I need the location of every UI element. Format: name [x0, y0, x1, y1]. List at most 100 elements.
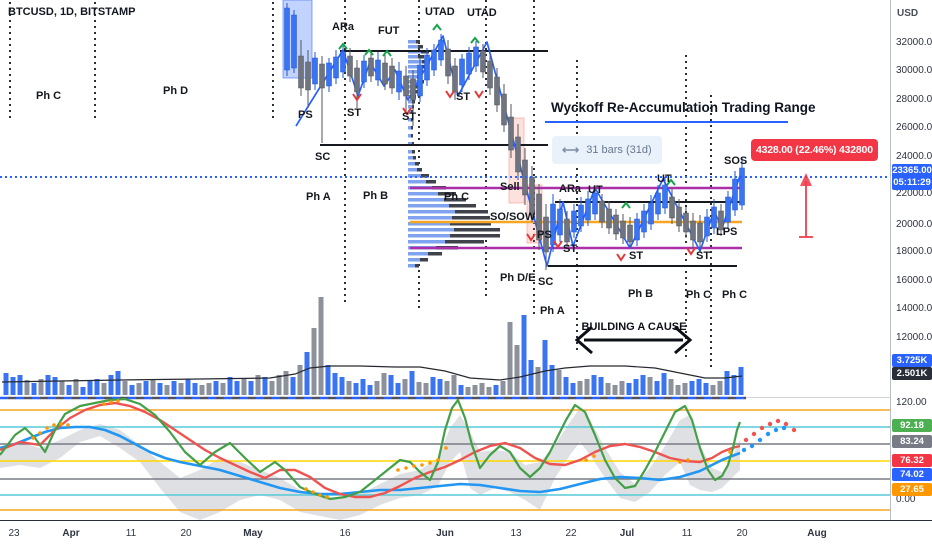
wyckoff-event-label[interactable]: UTAD [425, 6, 455, 18]
volume-profile-buy [408, 198, 444, 202]
building-a-cause-label[interactable]: BUILDING A CAUSE [581, 321, 687, 333]
phase-label[interactable]: Ph B [628, 288, 654, 300]
phase-label[interactable]: Ph C [36, 90, 62, 102]
candle [669, 196, 675, 219]
osc-band [0, 408, 740, 520]
up-arrow-icon[interactable] [666, 178, 676, 186]
candle [291, 14, 297, 69]
wyckoff-event-label[interactable]: SO/SOW [490, 211, 536, 223]
volume-bar [500, 381, 506, 395]
candle [655, 192, 661, 215]
wyckoff-event-label[interactable]: ST [347, 107, 362, 119]
candle [319, 63, 325, 89]
candle [634, 218, 640, 241]
time-axis[interactable]: 23 Apr 11 20 May 16 Jun 13 22 Jul 11 20 Aug [0, 520, 932, 550]
candle [718, 210, 724, 231]
price-axis[interactable]: USD 32000.00 30000.00 28000.00 26000.00 2400… [890, 0, 932, 550]
osc-orange-dot [444, 446, 448, 450]
up-arrow-icon[interactable] [621, 201, 631, 209]
phase-label[interactable]: Ph C [444, 191, 470, 203]
phase-label[interactable]: Ph A [540, 305, 565, 317]
wyckoff-event-label[interactable]: UT [588, 184, 603, 196]
down-arrow-icon[interactable] [402, 107, 412, 116]
measure-arrow-head [800, 173, 812, 186]
candle [396, 70, 402, 93]
phase-label[interactable]: Ph A [306, 191, 331, 203]
osc-value-badge: 27.65 [892, 483, 932, 496]
phase-label[interactable]: Ph D [163, 85, 189, 97]
volume-profile-sell [411, 110, 413, 114]
candle [459, 58, 465, 86]
up-arrow-icon[interactable] [470, 36, 480, 44]
volume-bar [598, 377, 604, 395]
wyckoff-event-label[interactable]: ST [563, 243, 578, 255]
up-arrow-icon[interactable] [338, 42, 348, 50]
up-arrow-icon[interactable] [364, 48, 374, 56]
down-arrow-icon[interactable] [445, 90, 455, 99]
volume-bar [192, 383, 198, 395]
volume-bar [122, 381, 128, 395]
volume-profile-buy [408, 240, 445, 244]
down-arrow-icon[interactable] [352, 93, 362, 102]
wyckoff-event-label[interactable]: SC [538, 276, 554, 288]
phase-label[interactable]: Ph C [722, 289, 748, 301]
time-tick: 22 [565, 528, 577, 539]
wyckoff-event-label[interactable]: UTAD [467, 7, 497, 19]
volume-bar [479, 383, 485, 395]
wyckoff-range-label[interactable]: Wyckoff Re-Accumulation Trading Range [551, 100, 816, 115]
volume-bar [381, 373, 387, 395]
volume-bar [178, 383, 184, 395]
candle [375, 59, 381, 81]
down-arrow-icon[interactable] [553, 240, 563, 249]
wyckoff-event-label[interactable]: FUT [378, 25, 400, 37]
candle [473, 46, 479, 67]
up-arrow-icon[interactable] [382, 49, 392, 57]
candle [305, 61, 311, 91]
volume-profile-sell [414, 90, 418, 94]
candle [452, 65, 458, 93]
osc-orange-dot [436, 458, 440, 462]
wyckoff-event-label[interactable]: ARa [559, 183, 582, 195]
volume-bar [465, 387, 471, 395]
down-arrow-icon[interactable] [474, 90, 484, 99]
wyckoff-event-label[interactable]: LPS [716, 226, 738, 238]
osc-orange-dot [592, 454, 596, 458]
volume-bar [73, 379, 79, 395]
wyckoff-event-label[interactable]: ST [402, 111, 417, 123]
wyckoff-event-label[interactable]: Sell [500, 181, 520, 193]
wyckoff-event-label[interactable]: UT [657, 173, 672, 185]
volume-profile-buy [408, 210, 455, 214]
down-arrow-icon[interactable] [686, 247, 696, 256]
wyckoff-event-label[interactable]: PS [298, 109, 313, 121]
wyckoff-event-label[interactable]: ST [629, 250, 644, 262]
volume-bar [563, 377, 569, 395]
candle [683, 212, 689, 233]
wyckoff-event-label[interactable]: PS [537, 229, 552, 241]
down-arrow-icon[interactable] [526, 233, 536, 242]
osc-blue-forecast-dot [757, 437, 763, 443]
wyckoff-event-label[interactable]: ST [456, 91, 471, 103]
volume-bar [507, 322, 513, 395]
phase-label[interactable]: Ph C [686, 289, 712, 301]
wyckoff-event-label[interactable]: ARa [332, 21, 355, 33]
candle [578, 204, 584, 227]
bars-count-badge[interactable]: ⟷ 31 bars (31d) [552, 136, 662, 164]
phase-label[interactable]: Ph D/E [500, 272, 536, 284]
measured-move-badge[interactable]: 4328.00 (22.46%) 432800 [751, 139, 878, 161]
candle [515, 136, 521, 173]
volume-bar [605, 383, 611, 395]
volume-profile-sell [415, 264, 419, 268]
wyckoff-event-label[interactable]: ST [696, 250, 711, 262]
volume-bar [143, 381, 149, 395]
wyckoff-event-label[interactable]: SC [315, 151, 331, 163]
volume-bar [689, 381, 695, 395]
wyckoff-event-label[interactable]: SOS [724, 155, 748, 167]
up-arrow-icon[interactable] [432, 23, 442, 31]
down-arrow-icon[interactable] [616, 253, 626, 262]
volume-profile-sell [418, 55, 424, 59]
volume-profile-buy [408, 258, 420, 262]
candle [620, 220, 626, 239]
symbol-title[interactable]: BTCUSD, 1D, BITSTAMP [8, 6, 136, 18]
phase-label[interactable]: Ph B [363, 190, 389, 202]
